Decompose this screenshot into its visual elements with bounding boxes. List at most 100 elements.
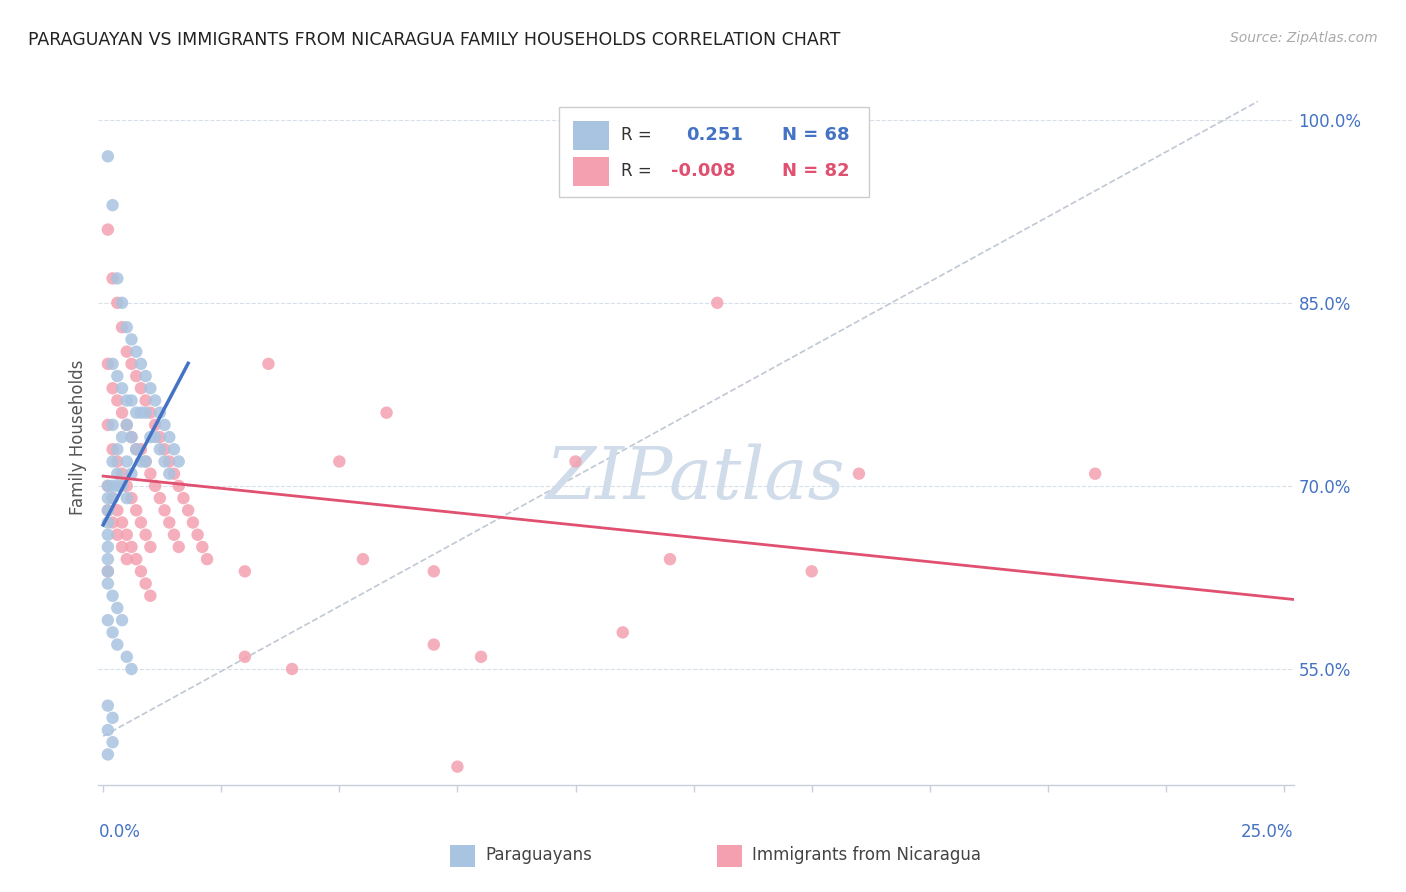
Point [125, 503, 148, 517]
Point [115, 527, 138, 541]
Point [143, 479, 166, 493]
Point [257, 357, 280, 371]
Text: N = 68: N = 68 [782, 126, 849, 145]
Point [115, 454, 138, 468]
Point [135, 454, 157, 468]
Point [163, 527, 186, 541]
Point [121, 662, 143, 676]
Point [115, 649, 138, 664]
Point [143, 393, 166, 408]
Point [177, 503, 200, 517]
Point [139, 540, 162, 554]
Point [139, 430, 162, 444]
Point [115, 393, 138, 408]
Point [149, 430, 172, 444]
Point [97, 540, 120, 554]
Point [125, 406, 148, 420]
Point [423, 638, 446, 652]
Point [97, 149, 120, 163]
Point [564, 454, 586, 468]
Point [195, 552, 218, 566]
Point [149, 442, 172, 457]
Point [121, 540, 143, 554]
Point [105, 467, 128, 481]
Point [470, 649, 492, 664]
Point [97, 552, 120, 566]
Point [121, 491, 143, 505]
Point [101, 711, 124, 725]
Point [135, 454, 157, 468]
Point [129, 442, 152, 457]
Point [111, 320, 134, 334]
Point [129, 406, 152, 420]
Point [101, 357, 124, 371]
Point [101, 491, 124, 505]
Point [121, 430, 143, 444]
Point [101, 516, 124, 530]
Point [111, 540, 134, 554]
Point [111, 479, 134, 493]
Point [800, 565, 823, 579]
Point [111, 430, 134, 444]
Point [149, 491, 172, 505]
Point [848, 467, 870, 481]
Point [105, 442, 128, 457]
Point [115, 320, 138, 334]
Point [97, 491, 120, 505]
Point [97, 516, 120, 530]
Point [125, 442, 148, 457]
Text: Paraguayans: Paraguayans [485, 847, 592, 864]
Point [121, 467, 143, 481]
Point [105, 601, 128, 615]
Point [105, 527, 128, 541]
Point [139, 467, 162, 481]
Point [446, 759, 468, 773]
Point [125, 369, 148, 384]
Point [101, 442, 124, 457]
Point [105, 454, 128, 468]
Point [167, 454, 190, 468]
Point [105, 393, 128, 408]
Point [97, 747, 120, 762]
Point [149, 406, 172, 420]
Point [97, 613, 120, 627]
Text: 25.0%: 25.0% [1241, 822, 1294, 840]
Point [375, 406, 398, 420]
Point [97, 527, 120, 541]
Text: N = 82: N = 82 [782, 162, 849, 180]
Point [135, 406, 157, 420]
Point [135, 527, 157, 541]
Point [101, 491, 124, 505]
Point [97, 479, 120, 493]
Point [101, 454, 124, 468]
Point [101, 417, 124, 432]
Point [129, 565, 152, 579]
Point [139, 589, 162, 603]
Point [111, 295, 134, 310]
Point [172, 491, 194, 505]
Point [101, 735, 124, 749]
Point [101, 271, 124, 285]
Bar [572, 157, 609, 186]
Point [129, 516, 152, 530]
Point [659, 552, 682, 566]
Text: Immigrants from Nicaragua: Immigrants from Nicaragua [752, 847, 981, 864]
Text: 0.251: 0.251 [686, 126, 744, 145]
Point [163, 442, 186, 457]
Point [121, 393, 143, 408]
Point [157, 467, 180, 481]
Point [101, 381, 124, 395]
FancyBboxPatch shape [558, 106, 869, 197]
Point [352, 552, 374, 566]
Text: ZIPatlas: ZIPatlas [546, 443, 846, 514]
Point [143, 417, 166, 432]
Point [233, 565, 256, 579]
Point [135, 576, 157, 591]
Point [157, 516, 180, 530]
Point [115, 479, 138, 493]
Point [115, 491, 138, 505]
Point [163, 467, 186, 481]
Point [139, 406, 162, 420]
Point [97, 503, 120, 517]
Point [111, 381, 134, 395]
